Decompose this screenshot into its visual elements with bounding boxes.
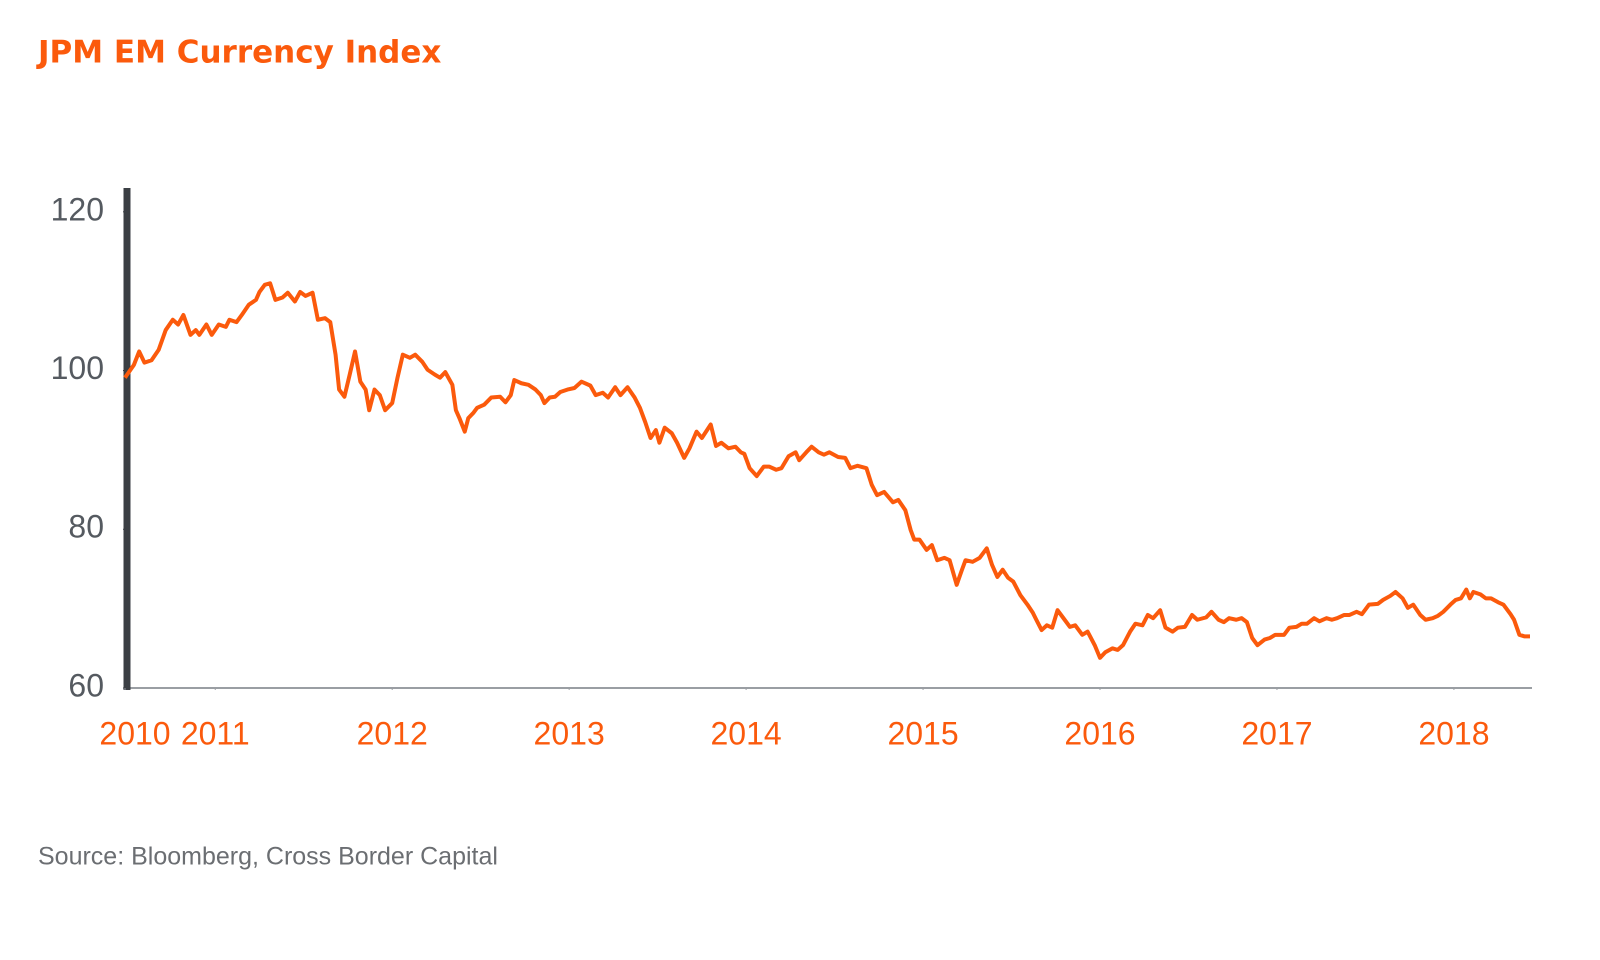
source-note: Source: Bloomberg, Cross Border Capital xyxy=(38,843,498,871)
x-tick-label: 2013 xyxy=(534,715,605,751)
index-line xyxy=(123,281,1530,660)
x-tick-label: 2012 xyxy=(357,715,428,751)
y-tick-label: 120 xyxy=(51,191,104,227)
x-tick-label: 2014 xyxy=(711,715,782,751)
y-tick-label: 100 xyxy=(51,350,104,386)
x-tick-label: 2011 xyxy=(181,715,250,751)
y-tick-label: 60 xyxy=(68,667,104,703)
chart-title: JPM EM Currency Index xyxy=(36,35,441,71)
x-tick-label: 2010 xyxy=(99,715,170,751)
x-tick-label: 2016 xyxy=(1064,715,1135,751)
x-tick-label: 2017 xyxy=(1241,715,1312,751)
y-tick-label: 80 xyxy=(68,509,104,545)
x-tick-label: 2015 xyxy=(887,715,958,751)
x-tick-label: 2018 xyxy=(1418,715,1489,751)
